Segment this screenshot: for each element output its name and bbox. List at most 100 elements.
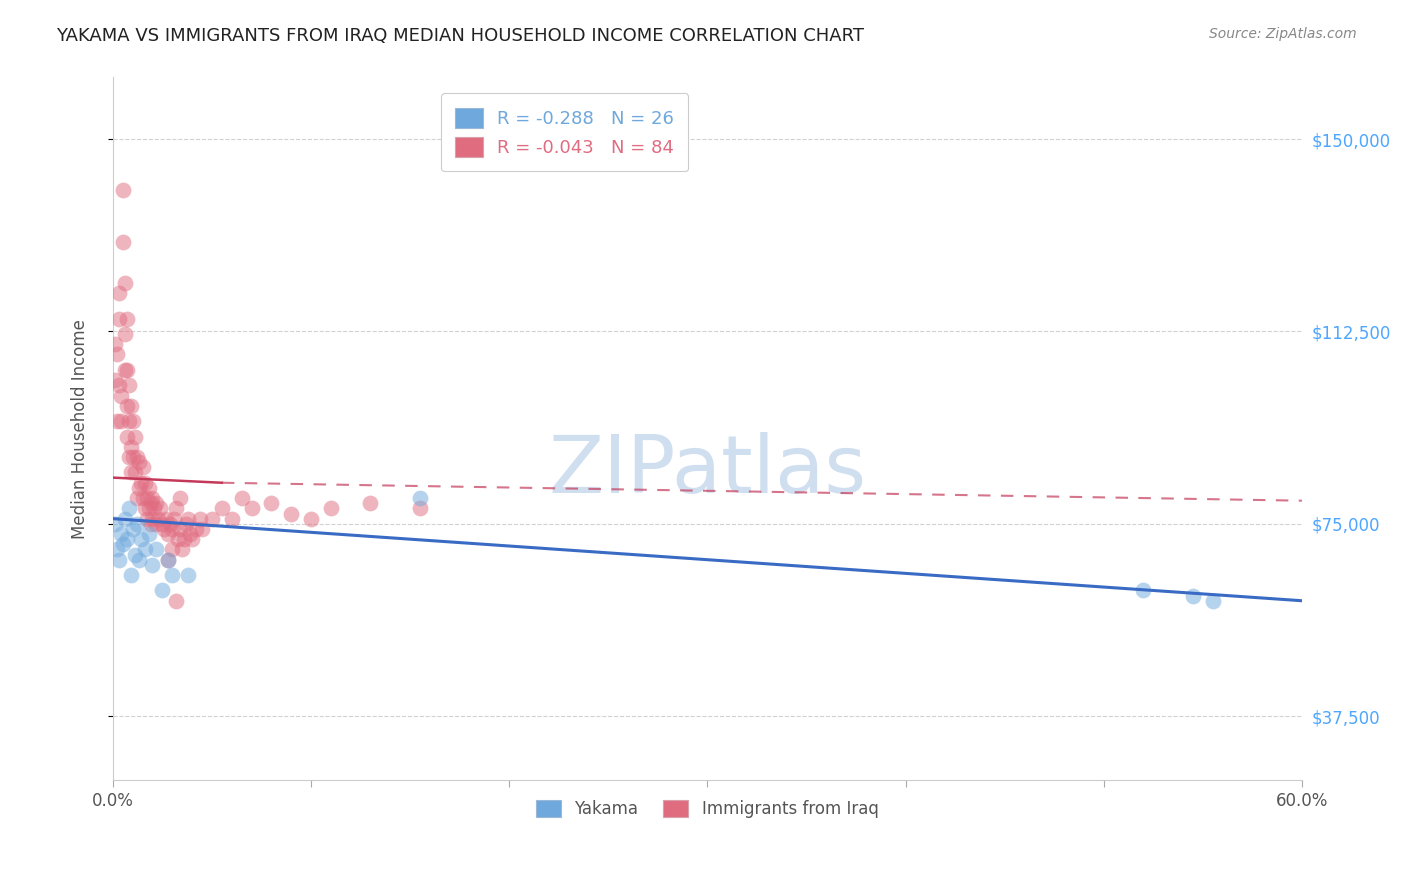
Point (114, 326, 136, 341)
Point (159, 516, 181, 531)
Point (155, 511, 177, 525)
Point (145, 516, 167, 531)
Point (165, 593, 187, 607)
Text: ZIPatlas: ZIPatlas (548, 432, 866, 510)
Point (107, 552, 129, 566)
Point (1181, 589, 1204, 603)
Text: Source: ZipAtlas.com: Source: ZipAtlas.com (1209, 27, 1357, 41)
Point (167, 532, 190, 546)
Point (121, 522, 143, 536)
Point (124, 466, 146, 480)
Point (138, 501, 160, 516)
Point (152, 516, 174, 531)
Point (139, 516, 162, 531)
Point (145, 542, 167, 557)
Point (128, 552, 150, 566)
Point (129, 532, 152, 546)
Point (138, 527, 160, 541)
Point (143, 501, 166, 516)
Point (240, 501, 263, 516)
Point (121, 450, 143, 464)
Point (162, 568, 184, 582)
Point (131, 460, 153, 475)
Point (114, 511, 136, 525)
Point (221, 511, 243, 525)
Point (120, 399, 142, 413)
Point (177, 568, 200, 582)
Text: YAKAMA VS IMMIGRANTS FROM IRAQ MEDIAN HOUSEHOLD INCOME CORRELATION CHART: YAKAMA VS IMMIGRANTS FROM IRAQ MEDIAN HO… (56, 27, 865, 45)
Point (172, 542, 194, 557)
Point (148, 511, 170, 525)
Point (169, 522, 191, 536)
Point (107, 311, 129, 326)
Point (115, 532, 138, 546)
Point (169, 491, 191, 505)
Point (125, 491, 148, 505)
Point (260, 496, 283, 510)
Point (280, 507, 302, 521)
Point (211, 501, 233, 516)
Point (135, 491, 157, 505)
Point (124, 429, 146, 443)
Point (107, 285, 129, 300)
Point (177, 511, 200, 525)
Point (152, 583, 174, 598)
Point (110, 527, 132, 541)
Point (138, 481, 160, 495)
Point (120, 568, 142, 582)
Point (120, 440, 142, 454)
Point (181, 532, 204, 546)
Point (104, 516, 127, 531)
Point (157, 552, 180, 566)
Point (125, 516, 148, 531)
Point (104, 337, 127, 351)
Point (105, 542, 128, 557)
Point (118, 414, 141, 428)
Point (104, 373, 127, 387)
Point (153, 522, 176, 536)
Point (124, 548, 146, 562)
Point (115, 363, 138, 377)
Point (139, 496, 162, 510)
Point (141, 491, 163, 505)
Point (134, 501, 156, 516)
Point (173, 532, 195, 546)
Point (141, 511, 163, 525)
Point (134, 542, 156, 557)
Point (105, 414, 128, 428)
Point (409, 491, 432, 505)
Point (107, 378, 129, 392)
Point (1132, 583, 1154, 598)
Point (111, 183, 134, 197)
Point (121, 414, 143, 428)
Point (149, 501, 172, 516)
Point (105, 347, 128, 361)
Point (409, 501, 432, 516)
Point (162, 522, 184, 536)
Point (131, 491, 153, 505)
Point (163, 511, 186, 525)
Point (110, 388, 132, 402)
Point (135, 511, 157, 525)
Point (128, 455, 150, 469)
Point (125, 450, 148, 464)
Point (157, 527, 180, 541)
Point (115, 311, 138, 326)
Point (201, 511, 224, 525)
Point (157, 552, 180, 566)
Point (359, 496, 381, 510)
Point (111, 235, 134, 249)
Point (118, 501, 141, 516)
Point (111, 537, 134, 551)
Y-axis label: Median Household Income: Median Household Income (72, 319, 89, 539)
Point (165, 501, 187, 516)
Point (191, 522, 214, 536)
Point (115, 429, 138, 443)
Point (184, 522, 207, 536)
Point (1202, 593, 1225, 607)
Legend: Yakama, Immigrants from Iraq: Yakama, Immigrants from Iraq (530, 793, 886, 825)
Point (231, 491, 253, 505)
Point (299, 511, 322, 525)
Point (188, 511, 211, 525)
Point (145, 496, 167, 510)
